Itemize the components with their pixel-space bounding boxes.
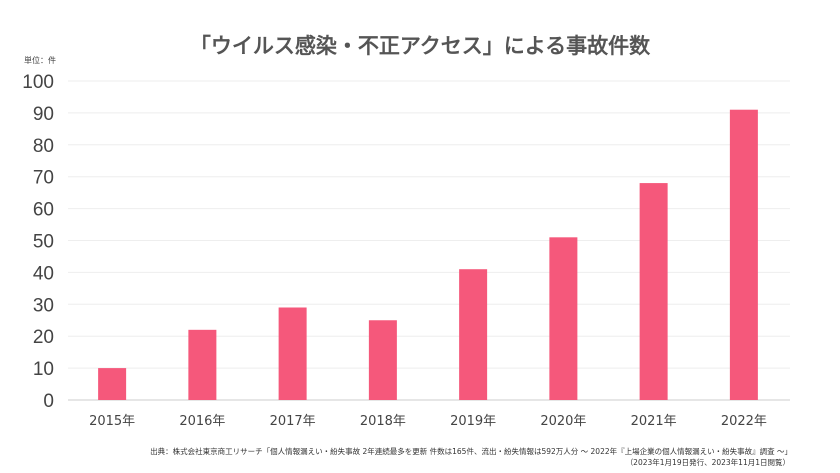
- bar: [639, 183, 668, 400]
- x-tick-label: 2020年: [540, 414, 586, 429]
- source-date: （2023年1月19日発行、2023年11月1日閲覧）: [625, 458, 790, 467]
- bar: [188, 329, 217, 400]
- bar: [368, 320, 397, 400]
- bar: [729, 109, 758, 401]
- y-tick-label: 70: [33, 168, 54, 189]
- bar: [98, 368, 127, 400]
- bar: [549, 237, 578, 400]
- y-tick-label: 0: [43, 391, 54, 412]
- y-tick-label: 20: [33, 327, 54, 348]
- chart-title: 「ウイルス感染・不正アクセス」による事故件数: [189, 34, 651, 58]
- y-tick-label: 40: [33, 263, 54, 284]
- x-tick-label: 2015年: [89, 414, 135, 429]
- bar: [459, 269, 488, 400]
- x-tick-label: 2019年: [450, 414, 496, 429]
- y-tick-label: 50: [33, 232, 54, 253]
- x-tick-label: 2021年: [631, 414, 677, 429]
- x-tick-label: 2018年: [360, 414, 406, 429]
- y-tick-label: 100: [22, 72, 54, 93]
- unit-label: 単位：件: [24, 56, 56, 65]
- y-tick-label: 90: [33, 104, 54, 125]
- y-tick-label: 10: [33, 359, 54, 380]
- y-tick-label: 30: [33, 295, 54, 316]
- x-tick-label: 2017年: [270, 414, 316, 429]
- y-tick-label: 80: [33, 136, 54, 157]
- x-tick-label: 2016年: [179, 414, 225, 429]
- y-tick-label: 60: [33, 200, 54, 221]
- bar: [278, 307, 307, 400]
- source-note: 出典：株式会社東京商工リサーチ「個人情報漏えい・紛失事故 2年連続最多を更新 件…: [150, 447, 792, 456]
- x-tick-label: 2022年: [721, 414, 767, 429]
